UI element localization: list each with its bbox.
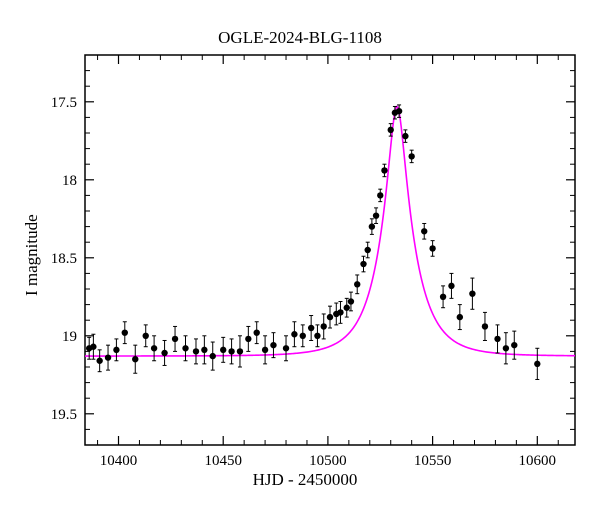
svg-text:10400: 10400 — [100, 453, 138, 469]
svg-text:18: 18 — [62, 173, 77, 189]
svg-text:10500: 10500 — [309, 453, 347, 469]
svg-text:10550: 10550 — [414, 453, 452, 469]
chart-container: OGLE-2024-BLG-1108 I magnitude HJD - 245… — [0, 0, 600, 512]
svg-text:19: 19 — [62, 329, 77, 345]
svg-text:18.5: 18.5 — [51, 251, 77, 267]
svg-text:19.5: 19.5 — [51, 407, 77, 423]
plot-svg: 10400 10450 10500 10550 10600 17.5 18 18.5 19 19.… — [0, 0, 600, 512]
svg-text:10450: 10450 — [204, 453, 242, 469]
svg-text:10600: 10600 — [519, 453, 557, 469]
svg-text:17.5: 17.5 — [51, 95, 77, 111]
